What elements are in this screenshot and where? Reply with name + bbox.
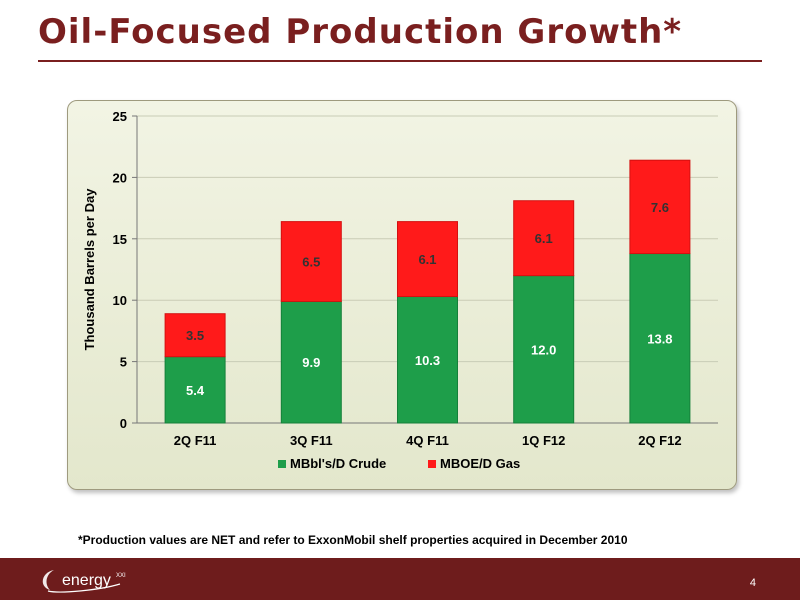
bar-crude (513, 275, 575, 424)
data-label: 12.0 (531, 342, 556, 357)
bar-gas (629, 159, 691, 255)
y-tick-label: 25 (113, 109, 127, 124)
legend-label: MBbl's/D Crude (290, 456, 386, 471)
logo-superscript: XXI (116, 573, 126, 579)
y-tick-label: 15 (113, 232, 127, 247)
data-label: 7.6 (651, 200, 669, 215)
legend-swatch-gas (428, 460, 436, 468)
x-tick-label: 3Q F11 (290, 433, 333, 448)
data-label: 13.8 (647, 331, 672, 346)
data-label: 10.3 (415, 353, 440, 368)
bar-gas (164, 313, 226, 358)
logo-text: energy (62, 572, 111, 589)
legend-swatch-crude (278, 460, 286, 468)
bar-crude (397, 296, 458, 424)
data-label: 6.1 (418, 252, 436, 267)
slide-title: Oil-Focused Production Growth* (38, 12, 683, 52)
y-tick-label: 20 (113, 170, 127, 185)
x-tick-label: 2Q F12 (638, 433, 681, 448)
x-tick-label: 4Q F11 (406, 433, 449, 448)
y-tick-label: 10 (113, 293, 127, 308)
x-tick-label: 1Q F12 (522, 433, 565, 448)
data-label: 5.4 (186, 383, 205, 398)
page-number: 4 (749, 577, 756, 589)
bar-crude (280, 300, 342, 424)
y-tick-label: 5 (120, 355, 127, 370)
chart-panel: 0 5 10 15 20 25 Thousand Barrels per Day 5.4 3.5… (67, 100, 737, 490)
bar-gas (397, 221, 458, 298)
production-chart: 0 5 10 15 20 25 Thousand Barrels per Day 5.4 3.5… (82, 109, 718, 471)
legend-label: MBOE/D Gas (440, 456, 520, 471)
data-label: 6.1 (535, 231, 553, 246)
data-label: 6.5 (302, 255, 320, 270)
data-label: 3.5 (186, 328, 204, 343)
x-tick-label: 2Q F11 (174, 433, 217, 448)
footnote: *Production values are NET and refer to … (78, 533, 628, 547)
bar-crude (164, 356, 226, 424)
title-divider (38, 60, 762, 62)
data-label: 9.9 (302, 355, 320, 370)
footer-bar: energy XXI 4 (0, 558, 800, 600)
bar-crude (629, 253, 691, 424)
bar-gas (280, 221, 342, 302)
energy-xxi-logo: energy XXI (42, 570, 126, 593)
y-tick-label: 0 (120, 416, 127, 431)
y-axis-label: Thousand Barrels per Day (82, 188, 97, 351)
bar-gas (513, 200, 575, 277)
